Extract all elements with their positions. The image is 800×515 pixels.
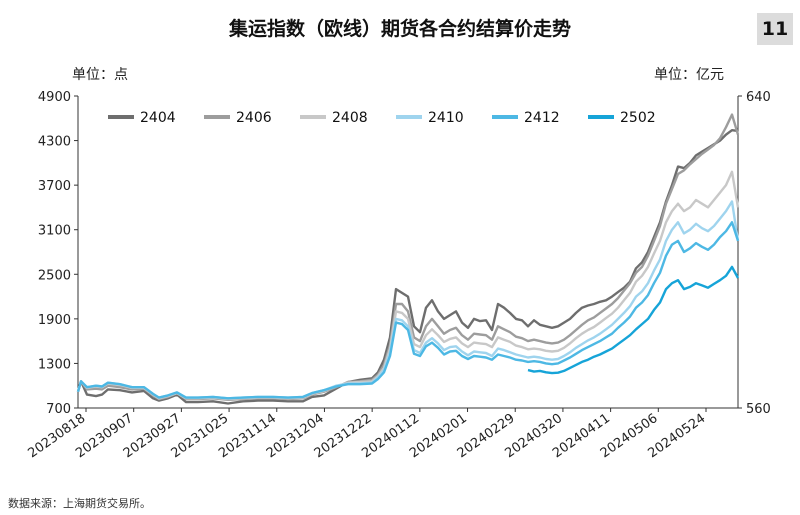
legend-label-2410: 2410 (428, 110, 464, 126)
y-left-tick-label: 700 (46, 402, 71, 417)
legend-label-2502: 2502 (620, 110, 656, 126)
left-axis-unit: 单位：点 (72, 67, 128, 83)
y-left-tick-label: 1300 (38, 357, 71, 372)
series-line-2408 (76, 170, 740, 401)
y-right-tick-label: 640 (746, 90, 771, 105)
y-left-tick-label: 3100 (38, 224, 71, 239)
y-right-tick-label: 560 (746, 402, 771, 417)
legend-label-2412: 2412 (524, 110, 560, 126)
series-line-2502 (527, 265, 740, 375)
chart-title: 集运指数（欧线）期货各合约结算价走势 (228, 18, 571, 40)
legend-label-2404: 2404 (140, 110, 176, 126)
series-line-2406 (76, 113, 740, 401)
y-left-tick-label: 4900 (38, 90, 71, 105)
right-axis-unit: 单位：亿元 (654, 67, 724, 83)
series-line-2404 (76, 129, 739, 405)
y-left-tick-label: 1900 (38, 313, 71, 328)
y-left-tick-label: 4300 (38, 135, 71, 150)
legend-label-2406: 2406 (236, 110, 272, 126)
y-left-tick-label: 2500 (38, 268, 71, 283)
series-line-2412 (76, 221, 740, 400)
legend-label-2408: 2408 (332, 110, 368, 126)
data-source-note: 数据来源：上海期货交易所。 (8, 497, 151, 510)
y-left-tick-label: 3700 (38, 179, 71, 194)
page-number-badge: 11 (757, 13, 793, 45)
